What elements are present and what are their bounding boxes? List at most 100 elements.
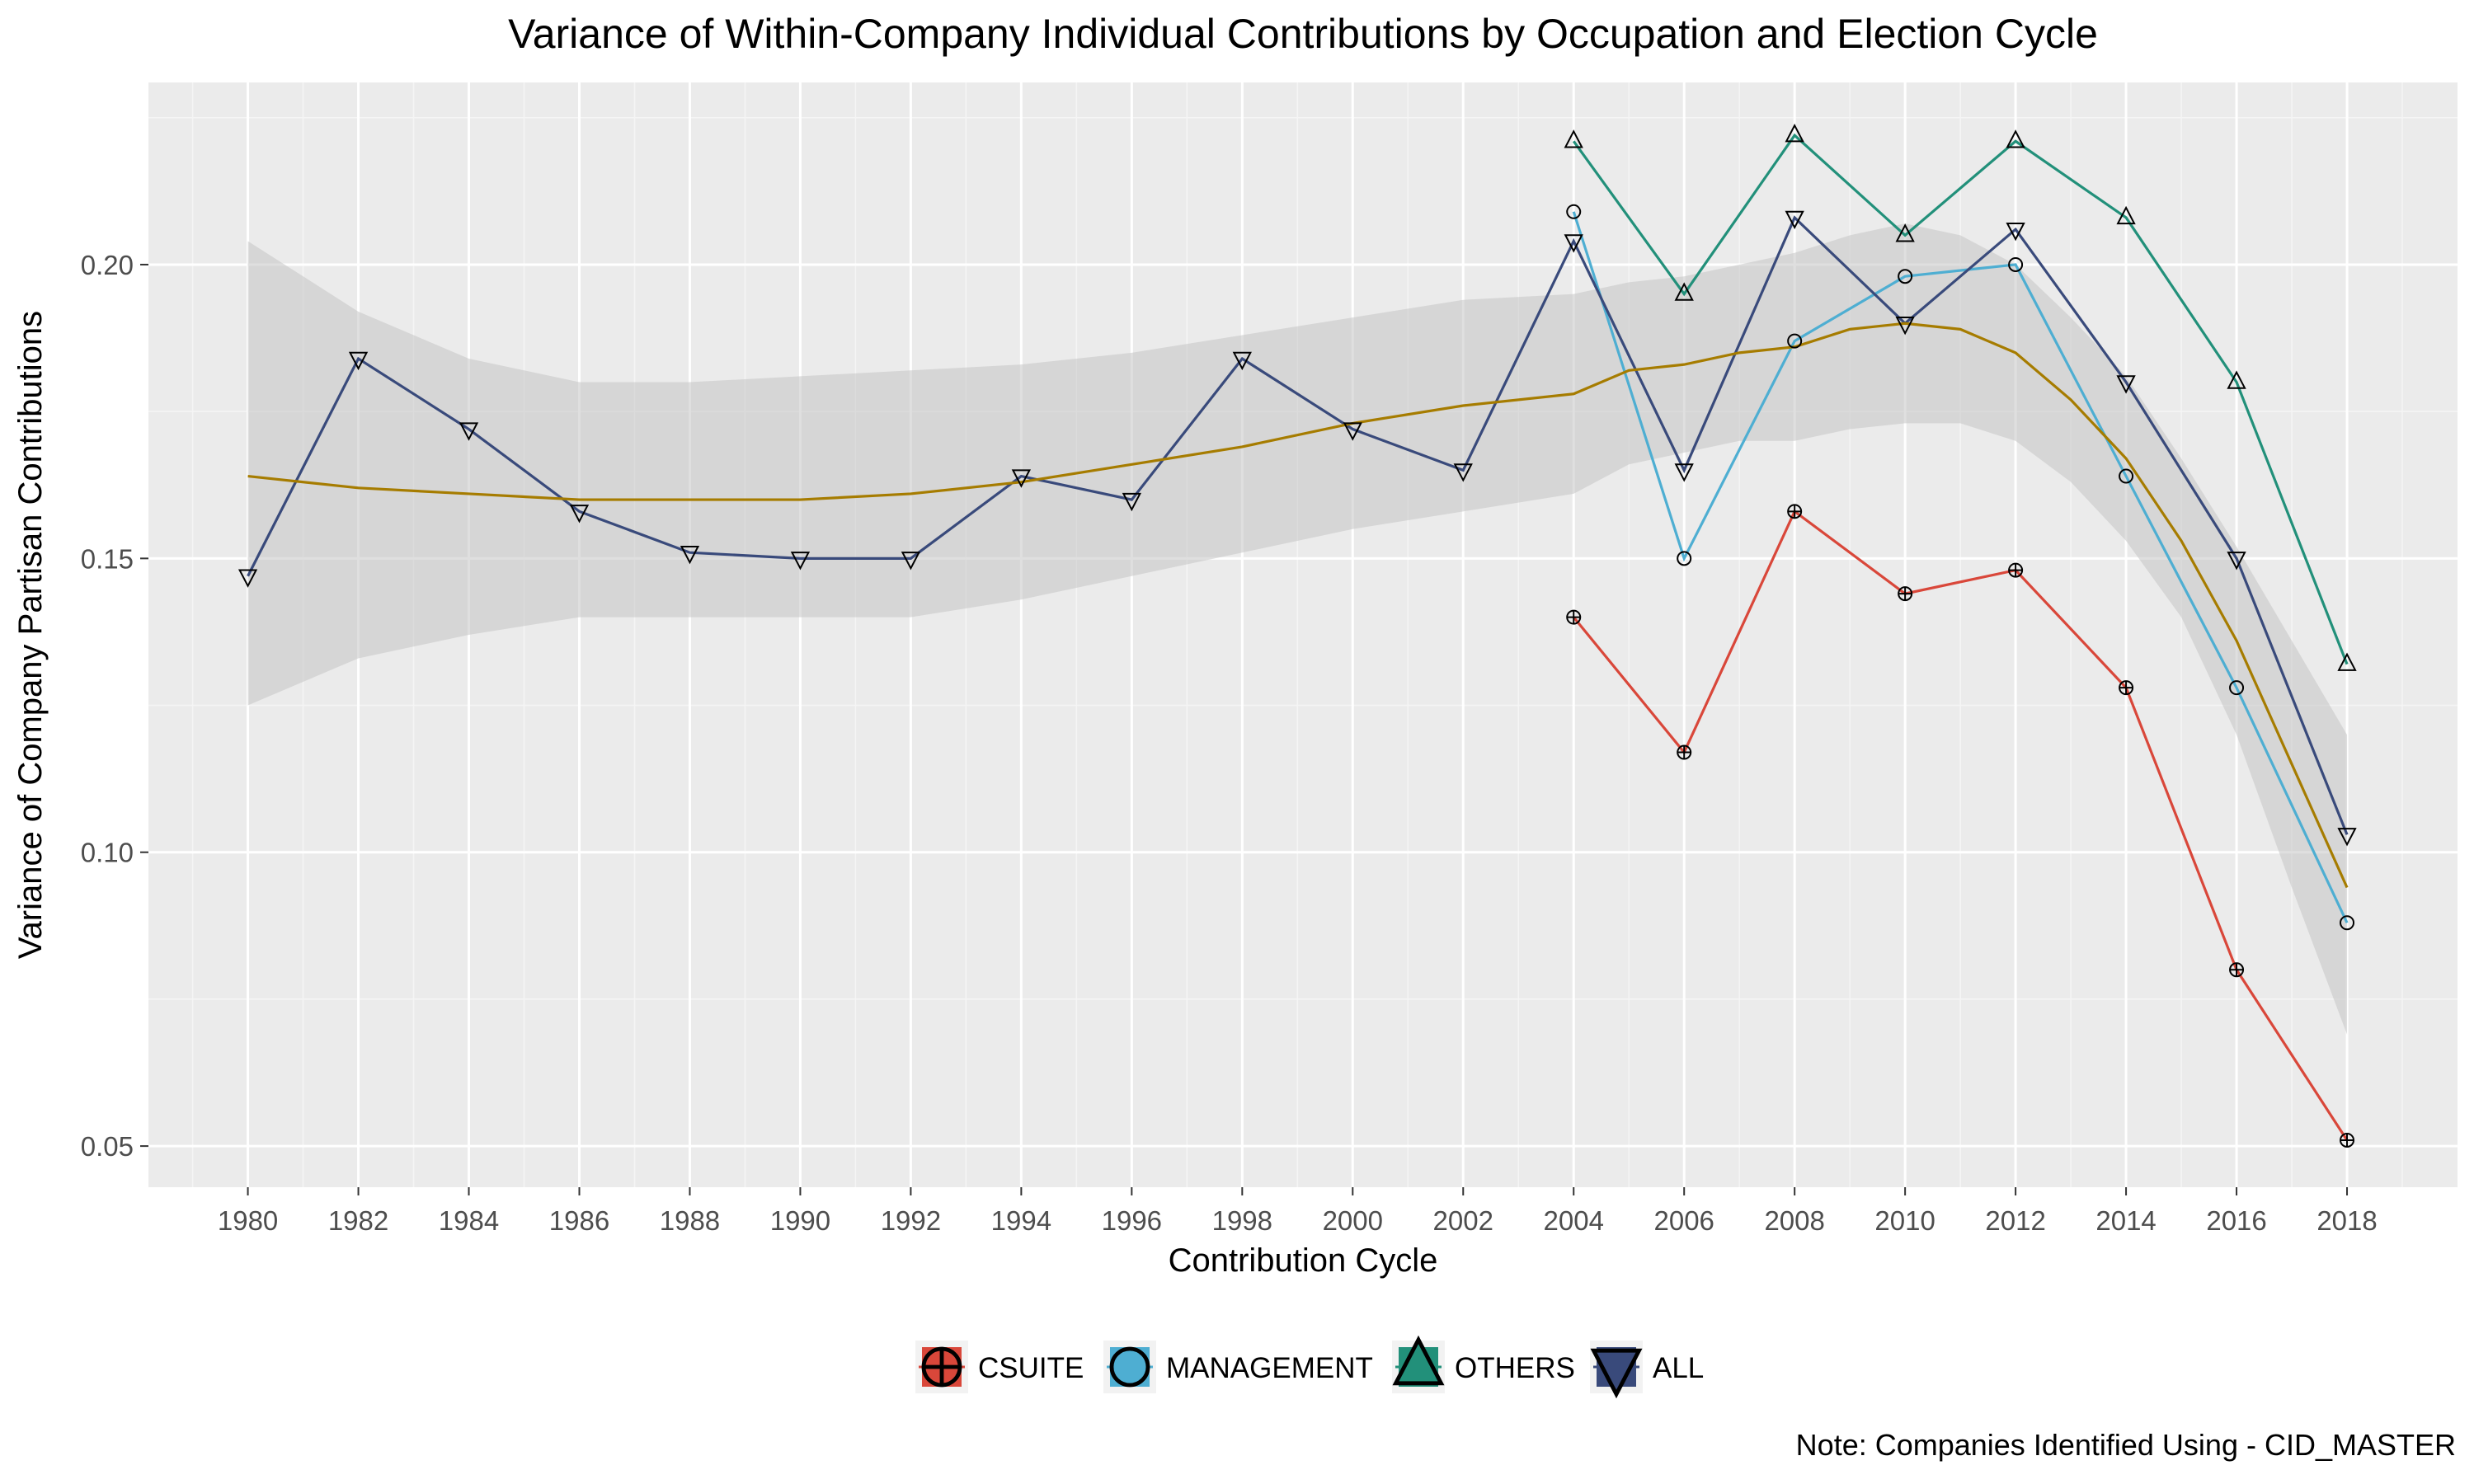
x-tick-label: 2006 xyxy=(1653,1205,1714,1236)
point-others-shape xyxy=(2006,129,2025,148)
point-all xyxy=(2337,828,2357,847)
point-all xyxy=(1674,463,1694,482)
legend-label-others: OTHERS xyxy=(1455,1352,1575,1384)
smooth-trend-line xyxy=(247,322,2349,889)
confidence-band xyxy=(247,223,2348,1035)
plot-panel xyxy=(148,82,2458,1187)
point-csuite xyxy=(1787,504,1803,519)
point-all xyxy=(1343,422,1362,441)
point-management-shape xyxy=(2340,915,2355,931)
point-others-shape xyxy=(1785,123,1804,143)
point-all-shape xyxy=(2116,375,2136,394)
chart-note: Note: Companies Identified Using - CID_M… xyxy=(1796,1428,2456,1462)
x-tick-label: 2008 xyxy=(1764,1205,1824,1236)
point-all-shape xyxy=(1785,210,1804,230)
x-axis-title: Contribution Cycle xyxy=(1169,1242,1438,1279)
point-management xyxy=(2119,468,2134,484)
point-others-shape xyxy=(1895,223,1915,242)
point-all xyxy=(1011,469,1032,488)
point-all xyxy=(2006,222,2025,242)
x-tick-label: 1998 xyxy=(1212,1205,1272,1236)
x-tick-label: 2012 xyxy=(1985,1205,2045,1236)
point-others-shape xyxy=(1674,282,1694,301)
series-line-management xyxy=(1572,211,2349,923)
x-tick-label: 2010 xyxy=(1874,1205,1935,1236)
point-all-shape xyxy=(2006,222,2025,242)
point-management xyxy=(1566,204,1582,219)
legend-label-all: ALL xyxy=(1653,1352,1704,1384)
point-all xyxy=(238,569,258,588)
point-csuite xyxy=(1898,586,1913,602)
x-tick-label: 2004 xyxy=(1544,1205,1604,1236)
y-axis-ticks: 0.05 0.10 0.15 0.20 xyxy=(81,250,148,1162)
point-all xyxy=(1453,463,1473,482)
point-others-shape xyxy=(1564,129,1583,148)
series-line-csuite xyxy=(1572,509,2349,1141)
series-points xyxy=(238,123,2357,1148)
point-all-shape xyxy=(1564,234,1583,253)
point-all-shape xyxy=(1122,492,1141,512)
point-all xyxy=(790,552,811,571)
point-all xyxy=(1564,234,1583,253)
point-all-shape xyxy=(680,546,700,565)
point-management xyxy=(1898,269,1913,284)
legend-key-all xyxy=(1590,1348,1643,1399)
x-tick-label: 2000 xyxy=(1323,1205,1383,1236)
point-all xyxy=(901,552,921,571)
point-all xyxy=(1122,492,1141,512)
point-all-shape xyxy=(1895,317,1915,336)
point-all-shape xyxy=(1343,422,1362,441)
x-tick-label: 2016 xyxy=(2206,1205,2266,1236)
point-all-shape xyxy=(1674,463,1694,482)
point-management xyxy=(2008,256,2024,272)
chart-title: Variance of Within-Company Individual Co… xyxy=(508,11,2098,57)
x-tick-label: 1992 xyxy=(881,1205,941,1236)
point-others xyxy=(2116,205,2136,225)
point-management-shape xyxy=(1787,333,1803,349)
point-others xyxy=(1674,282,1694,301)
point-others xyxy=(1895,223,1915,242)
y-tick-label: 0.10 xyxy=(81,838,134,868)
point-others xyxy=(1785,123,1804,143)
point-all-shape xyxy=(790,552,811,571)
legend-key-management-shape xyxy=(1109,1346,1150,1388)
point-all xyxy=(459,422,479,441)
point-csuite xyxy=(1566,609,1582,625)
series-lines xyxy=(247,133,2349,1141)
smooth-confidence-band xyxy=(247,223,2348,1035)
point-all-shape xyxy=(238,569,258,588)
point-management-shape xyxy=(1566,204,1582,219)
point-all xyxy=(2227,552,2246,571)
point-csuite xyxy=(2340,1132,2355,1148)
x-tick-label: 2014 xyxy=(2095,1205,2156,1236)
point-management-shape xyxy=(2008,256,2024,272)
point-management xyxy=(2229,680,2245,696)
point-all-shape xyxy=(1011,469,1032,488)
point-all xyxy=(569,505,590,524)
point-management-shape xyxy=(1677,551,1692,566)
legend-key-all-shape xyxy=(1590,1348,1643,1399)
point-others xyxy=(2337,652,2357,671)
x-tick-label: 1994 xyxy=(991,1205,1051,1236)
point-management-shape xyxy=(1898,269,1913,284)
point-management-shape xyxy=(2229,680,2245,696)
legend-key-others xyxy=(1392,1335,1445,1386)
point-others-shape xyxy=(2227,370,2246,389)
point-others xyxy=(1564,129,1583,148)
y-tick-label: 0.05 xyxy=(81,1131,134,1162)
point-all-shape xyxy=(1453,463,1473,482)
x-tick-label: 1990 xyxy=(770,1205,830,1236)
point-others-shape xyxy=(2116,205,2136,225)
point-all xyxy=(2116,375,2136,394)
point-all-shape xyxy=(2227,552,2246,571)
x-tick-label: 2018 xyxy=(2316,1205,2377,1236)
x-tick-label: 1988 xyxy=(660,1205,720,1236)
point-csuite xyxy=(2229,962,2245,978)
x-axis-ticks: 1980 1982 1984 1986 1988 1990 1992 1994 1996 1998… xyxy=(218,1187,2378,1236)
point-csuite xyxy=(1677,744,1692,760)
point-all-shape xyxy=(348,351,369,371)
legend-key-csuite xyxy=(921,1346,962,1388)
series-line-others xyxy=(1572,133,2349,665)
point-all-shape xyxy=(459,422,479,441)
